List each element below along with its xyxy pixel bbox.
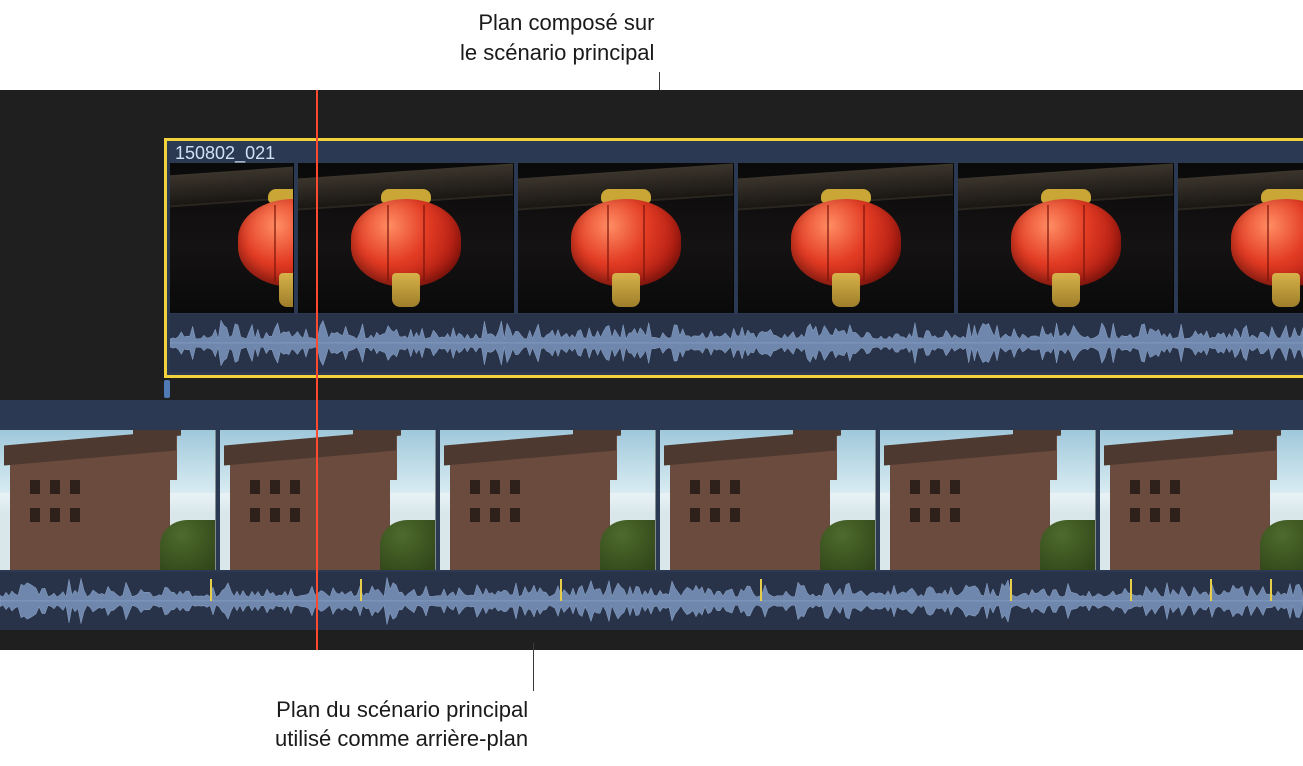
- primary-clip-audio-waveform[interactable]: [0, 572, 1303, 630]
- thumbnail-lantern: [518, 163, 734, 313]
- audio-peak-marker: [1210, 579, 1212, 601]
- annotation-bottom-leader: [533, 643, 534, 691]
- annotation-bottom-line1: Plan du scénario principal: [275, 695, 528, 725]
- annotation-bottom: Plan du scénario principal utilisé comme…: [275, 695, 528, 754]
- audio-peak-marker: [1270, 579, 1272, 601]
- thumbnail-house: [880, 430, 1096, 570]
- thumbnail-lantern: [958, 163, 1174, 313]
- annotation-top: Plan composé sur le scénario principal: [460, 8, 654, 67]
- audio-peak-marker: [210, 579, 212, 601]
- thumbnail-lantern: [738, 163, 954, 313]
- annotation-top-line2: le scénario principal: [460, 38, 654, 68]
- thumbnail-house: [1100, 430, 1303, 570]
- thumbnail-house: [220, 430, 436, 570]
- connected-clip-audio-waveform[interactable]: [170, 314, 1303, 372]
- connected-clip[interactable]: 150802_021: [164, 138, 1303, 378]
- audio-peak-marker: [560, 579, 562, 601]
- connected-clip-label: 150802_021: [175, 143, 275, 164]
- primary-clip-thumbnails: [0, 430, 1303, 570]
- thumbnail-lantern: [1178, 163, 1303, 313]
- annotation-top-line1: Plan composé sur: [460, 8, 654, 38]
- thumbnail-house: [0, 430, 216, 570]
- thumbnail-lantern: [298, 163, 514, 313]
- thumbnail-house: [660, 430, 876, 570]
- connected-clip-thumbnails: [170, 163, 1303, 313]
- thumbnail-lantern: [170, 163, 294, 313]
- playhead[interactable]: [316, 90, 318, 650]
- storyline-spine: [0, 400, 1303, 430]
- timeline-bottom-pad: [0, 630, 1303, 650]
- audio-peak-marker: [760, 579, 762, 601]
- primary-storyline-clip[interactable]: [0, 430, 1303, 630]
- thumbnail-house: [440, 430, 656, 570]
- audio-peak-marker: [1130, 579, 1132, 601]
- annotation-bottom-line2: utilisé comme arrière-plan: [275, 724, 528, 754]
- audio-peak-marker: [1010, 579, 1012, 601]
- timeline[interactable]: 150802_021: [0, 90, 1303, 650]
- clip-connector: [164, 380, 170, 398]
- audio-peak-marker: [360, 579, 362, 601]
- waveform-svg: [170, 314, 1303, 372]
- waveform-svg: [0, 572, 1303, 630]
